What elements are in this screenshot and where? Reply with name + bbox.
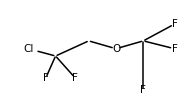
Text: F: F [72,73,78,83]
Text: F: F [140,85,146,95]
Text: Cl: Cl [23,44,34,54]
Text: F: F [43,73,49,83]
Text: F: F [172,44,177,54]
Text: O: O [112,44,120,54]
Text: F: F [172,19,177,29]
